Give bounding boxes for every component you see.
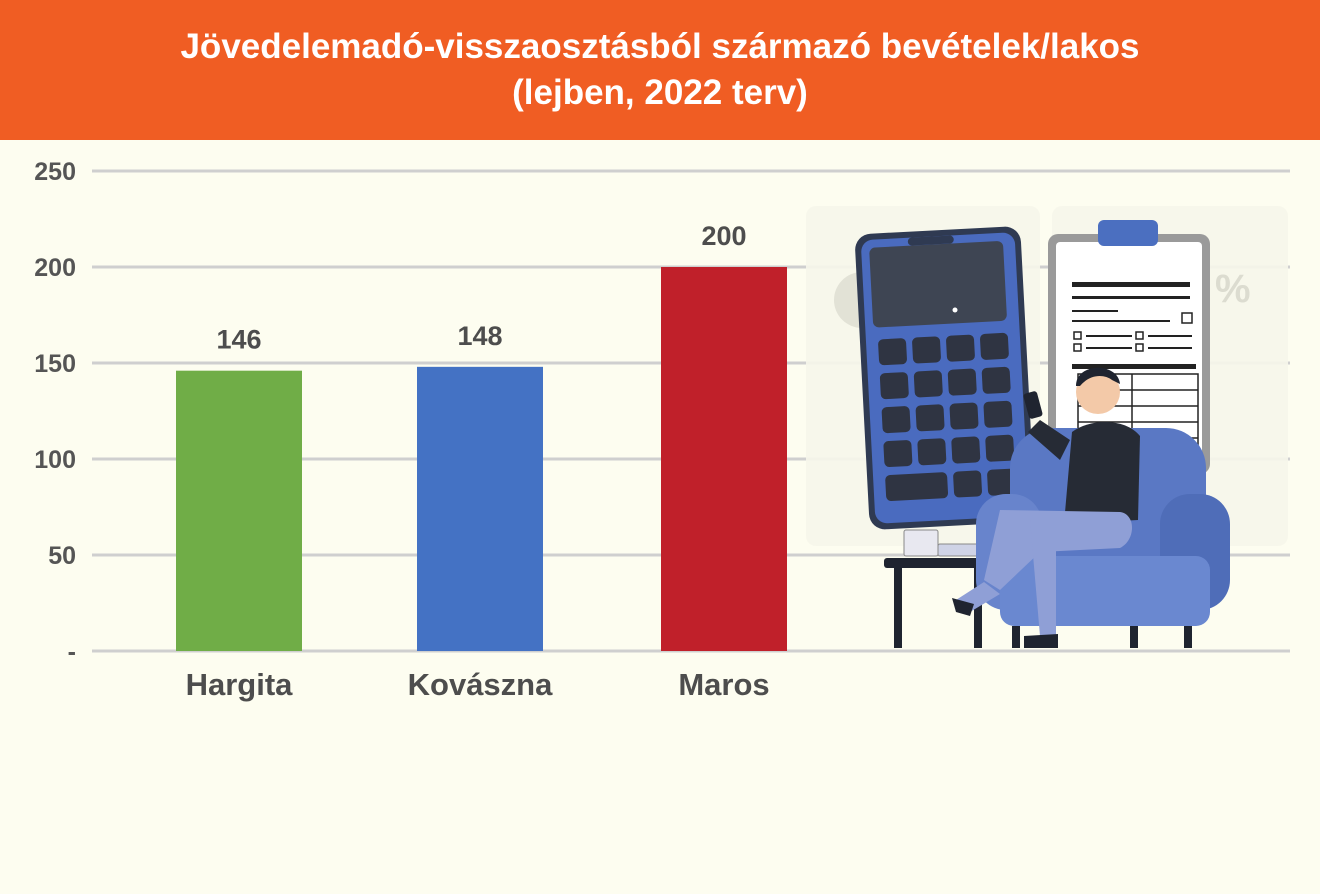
y-tick-label-200: 200 [34,254,76,282]
percent-decor-icon: % [1215,267,1251,311]
bars [176,267,787,651]
value-label-kovászna: 148 [457,321,502,351]
y-tick-label-250: 250 [34,158,76,186]
calculator-phone-icon [855,226,1035,530]
bar-maros [661,267,787,651]
y-tick-label-0: - [68,638,76,666]
labels: - 50 100 150 200 250 146 Hargita 148 Kovászna 200 M… [34,158,769,702]
y-tick-label-100: 100 [34,446,76,474]
y-tick-label-50: 50 [48,542,76,570]
chart-title: Jövedelemadó-visszaosztásból származó be… [180,27,1140,66]
illustration: % [806,206,1288,648]
y-tick-label-150: 150 [34,350,76,378]
chart-subtitle: (lejben, 2022 terv) [512,73,808,112]
side-table-icon [884,529,992,648]
title-bar: Jövedelemadó-visszaosztásból származó be… [0,0,1320,140]
value-label-hargita: 146 [216,325,261,355]
value-label-maros: 200 [701,221,746,251]
category-label-maros: Maros [678,667,769,702]
person-icon [952,367,1140,648]
category-label-kovászna: Kovászna [408,667,553,702]
category-label-hargita: Hargita [186,667,294,702]
bar-hargita [176,370,302,651]
bar-kovászna [417,366,543,651]
